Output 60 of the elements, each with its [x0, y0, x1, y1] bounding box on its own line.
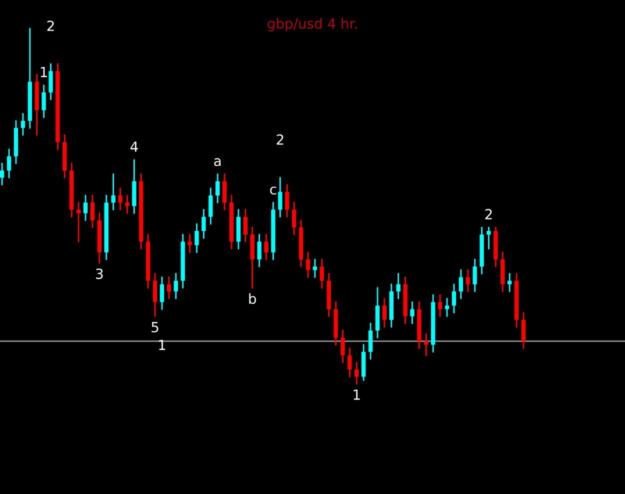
candlestick — [166, 276, 172, 300]
candlestick — [292, 202, 296, 236]
candlestick — [0, 162, 4, 186]
candlestick — [174, 272, 178, 300]
candlestick — [312, 258, 318, 278]
candlestick — [444, 298, 450, 317]
candlestick — [486, 226, 491, 250]
candlestick — [466, 269, 470, 292]
candlestick — [76, 202, 81, 242]
candlestick — [452, 284, 456, 314]
candlestick — [118, 188, 122, 210]
candlestick — [83, 194, 88, 222]
candlestick — [348, 348, 352, 378]
candlestick — [306, 252, 310, 278]
candlestick — [243, 208, 248, 242]
candlestick — [264, 234, 268, 260]
candlestick — [424, 333, 428, 356]
candlestick — [90, 194, 95, 228]
text: b — [249, 293, 256, 304]
text: 1 — [40, 66, 47, 78]
text: c — [270, 186, 276, 195]
candlestick — [508, 272, 512, 292]
candlestick — [222, 173, 227, 210]
candlestick — [320, 258, 324, 289]
candlestick — [472, 258, 477, 292]
candlestick — [42, 84, 46, 118]
candlestick — [111, 173, 116, 210]
chart-title: gbp/usd 4 hr. — [268, 18, 357, 32]
candlestick — [278, 177, 282, 218]
candlestick — [285, 184, 290, 218]
text: 2 — [276, 134, 284, 145]
candlestick — [194, 223, 199, 254]
candlestick — [340, 330, 345, 364]
candlestick — [458, 269, 464, 300]
candlestick — [216, 173, 220, 204]
candlestick — [188, 234, 192, 254]
candlestick — [208, 188, 213, 225]
candlestick — [20, 113, 26, 136]
text: 5 — [152, 322, 158, 332]
candlestick — [160, 276, 164, 310]
candlestick — [521, 312, 526, 349]
text: 2 — [47, 20, 54, 31]
candlestick — [48, 63, 53, 100]
candlestick — [202, 208, 206, 239]
candlestick — [152, 272, 158, 317]
text: 1 — [354, 390, 360, 400]
text: 1 — [159, 340, 166, 350]
candlestick — [125, 194, 130, 214]
candlestick — [354, 362, 359, 385]
text: a — [214, 158, 221, 166]
candlestick — [368, 322, 373, 360]
text: 4 — [130, 142, 138, 152]
candlestick — [396, 272, 400, 300]
candlestick — [6, 148, 12, 178]
candlestick — [410, 301, 414, 324]
candlestick — [438, 294, 442, 317]
candlestick — [257, 234, 262, 268]
text: 3 — [96, 268, 103, 280]
text: 2 — [485, 208, 492, 220]
candlestick — [382, 298, 387, 328]
